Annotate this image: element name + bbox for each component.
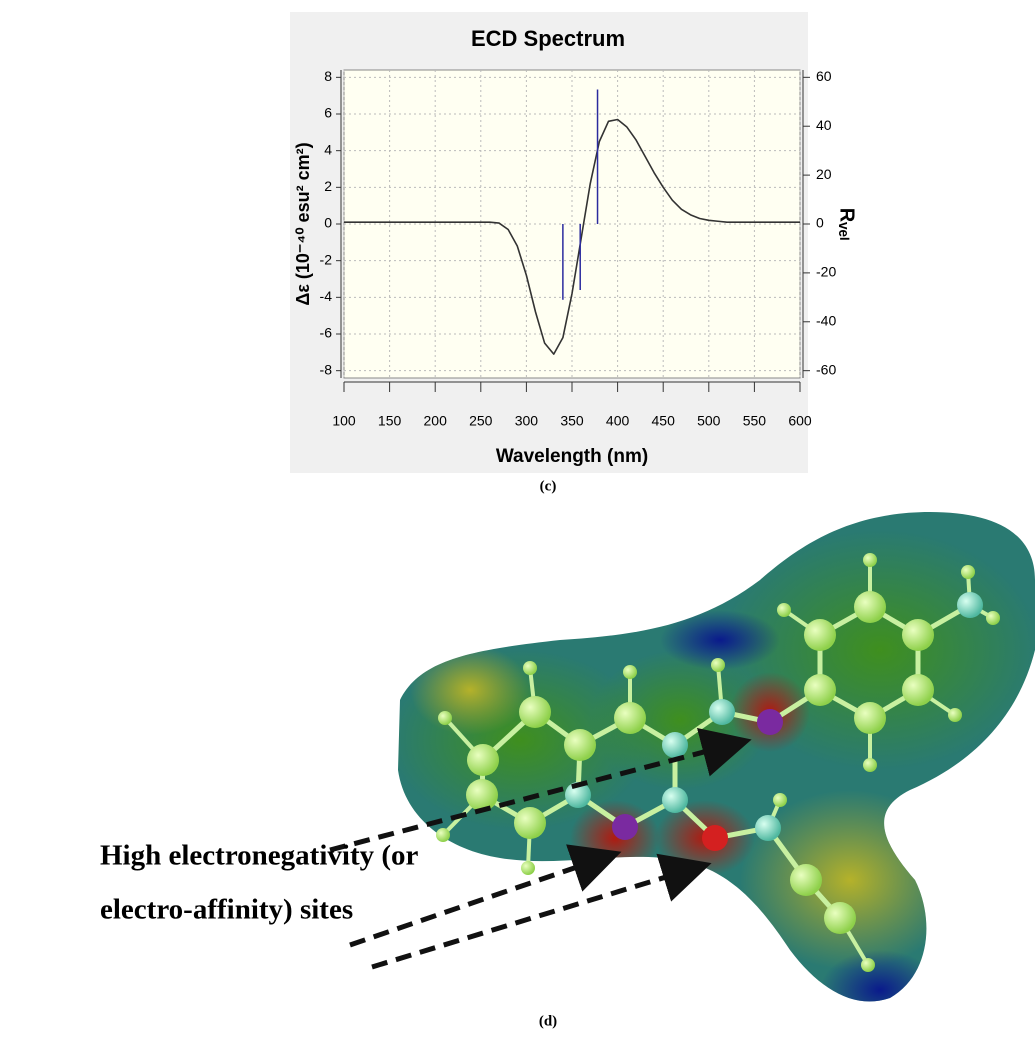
y2-tick-label: -20	[816, 264, 836, 280]
atom	[711, 658, 725, 672]
y2-tick-label: -60	[816, 361, 836, 377]
x-tick-label: 350	[560, 413, 584, 429]
atom	[521, 861, 535, 875]
atom	[863, 553, 877, 567]
atom	[957, 592, 983, 618]
atom	[467, 744, 499, 776]
y-tick-label: 6	[324, 105, 332, 121]
atom	[466, 779, 498, 811]
y-tick-label: -6	[320, 325, 333, 341]
y-tick-label: 8	[324, 68, 332, 84]
atom	[804, 619, 836, 651]
x-tick-label: 450	[652, 413, 676, 429]
surface-region	[570, 800, 660, 876]
x-tick-label: 550	[743, 413, 767, 429]
figure: High electronegativity (or electro-affin…	[0, 0, 1035, 1039]
x-axis-label: Wavelength (nm)	[496, 446, 648, 467]
atom	[662, 732, 688, 758]
atom	[902, 619, 934, 651]
atom	[861, 958, 875, 972]
atom	[612, 814, 638, 840]
y2-tick-label: 20	[816, 166, 832, 182]
atom	[854, 591, 886, 623]
x-tick-label: 600	[788, 413, 812, 429]
y-tick-label: -2	[320, 251, 333, 267]
atom	[777, 603, 791, 617]
atom	[564, 729, 596, 761]
x-tick-label: 500	[697, 413, 721, 429]
caption: (c)	[540, 478, 557, 494]
atom	[755, 815, 781, 841]
annotation: electro-affinity) sites	[100, 894, 353, 926]
atom	[709, 699, 735, 725]
x-tick-label: 400	[606, 413, 630, 429]
y-tick-label: 4	[324, 141, 332, 157]
atom	[961, 565, 975, 579]
atom	[614, 702, 646, 734]
atom	[623, 665, 637, 679]
y-tick-label: 0	[324, 215, 332, 231]
surface-region	[410, 645, 530, 735]
atom	[757, 709, 783, 735]
atom	[436, 828, 450, 842]
atom	[438, 711, 452, 725]
page: High electronegativity (or electro-affin…	[0, 0, 1035, 1039]
atom	[902, 674, 934, 706]
surface-region	[820, 950, 940, 1030]
y2-tick-label: 40	[816, 117, 832, 133]
chart-title: ECD Spectrum	[471, 26, 625, 51]
atom	[702, 825, 728, 851]
atom	[863, 758, 877, 772]
arrow	[372, 866, 702, 967]
y2-axis-label: Rᵥₑₗ	[836, 208, 858, 241]
y-tick-label: -8	[320, 361, 333, 377]
atom	[986, 611, 1000, 625]
atom	[824, 902, 856, 934]
atom	[773, 793, 787, 807]
x-tick-label: 250	[469, 413, 493, 429]
y2-tick-label: 0	[816, 215, 824, 231]
atom	[854, 702, 886, 734]
atom	[948, 708, 962, 722]
y2-tick-label: -40	[816, 312, 836, 328]
atom	[662, 787, 688, 813]
atom	[790, 864, 822, 896]
atom	[519, 696, 551, 728]
caption: (d)	[539, 1013, 557, 1029]
atom	[523, 661, 537, 675]
y-tick-label: 2	[324, 178, 332, 194]
x-tick-label: 200	[424, 413, 448, 429]
x-tick-label: 150	[378, 413, 402, 429]
y-tick-label: -4	[320, 288, 333, 304]
y2-tick-label: 60	[816, 68, 832, 84]
x-tick-label: 100	[332, 413, 356, 429]
atom	[514, 807, 546, 839]
y-axis-label: Δε (10⁻⁴⁰ esu² cm²)	[293, 142, 313, 305]
x-tick-label: 300	[515, 413, 539, 429]
annotation: High electronegativity (or	[100, 840, 419, 872]
atom	[804, 674, 836, 706]
